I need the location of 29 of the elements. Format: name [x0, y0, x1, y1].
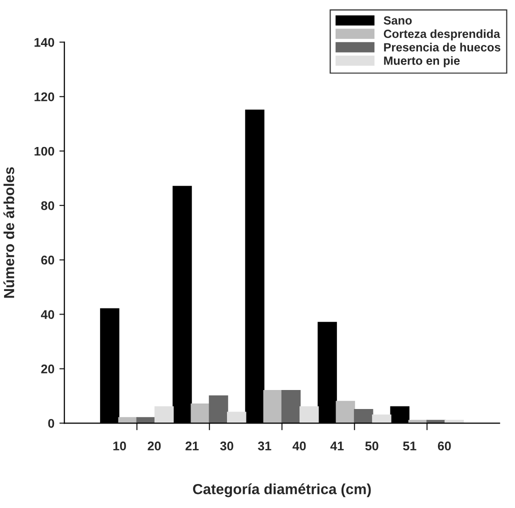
x-tick-label: 51 60: [403, 442, 451, 450]
x-axis-title: Categoría diamétrica (cm): [193, 483, 371, 498]
bar: [372, 414, 392, 424]
x-tick-label: 10 20: [113, 442, 161, 450]
legend-label: Sano: [384, 16, 412, 25]
y-tick-label: 60: [41, 256, 54, 265]
bar: [154, 406, 174, 424]
legend-label: Muerto en pie: [384, 56, 460, 68]
y-axis-title: Número de árboles: [3, 167, 14, 298]
bar: [190, 404, 210, 424]
y-tick-label: 20: [41, 364, 54, 374]
bar: [281, 390, 301, 424]
bar: [227, 412, 246, 424]
y-tick-label: 40: [40, 310, 54, 319]
y-tick-label: 140: [34, 38, 54, 47]
bar: [336, 400, 356, 424]
x-tick-label: 21 30: [186, 442, 234, 450]
y-tick-label: 0: [48, 418, 54, 428]
y-tick-label: 120: [34, 92, 54, 102]
x-tick-label: 41 50: [330, 442, 378, 450]
legend-label: Corteza desprendida: [384, 29, 500, 40]
y-tick-label: 100: [34, 146, 54, 156]
bar: [300, 406, 319, 424]
bar: [263, 390, 283, 424]
x-tick-label: 31 40: [258, 442, 306, 450]
bar: [208, 395, 228, 424]
y-tick-label: 80: [41, 201, 54, 210]
bar: [354, 409, 374, 424]
legend-label: Presencia de huecos: [384, 42, 500, 52]
